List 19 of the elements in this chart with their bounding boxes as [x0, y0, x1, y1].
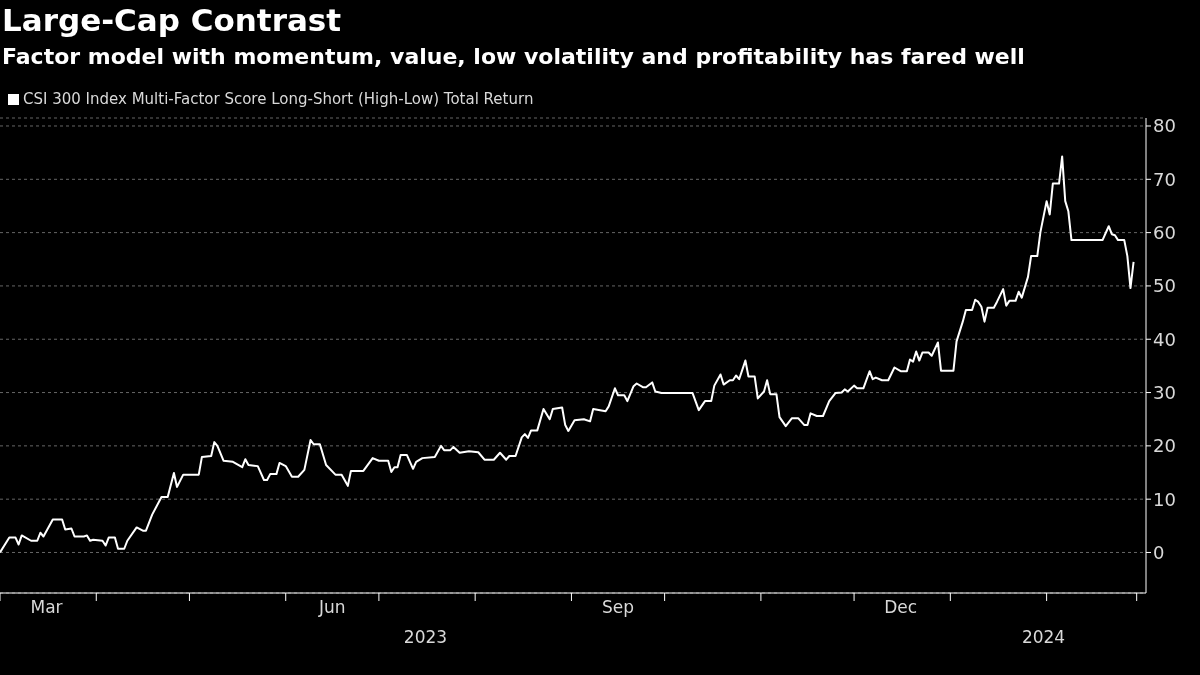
y-tick-label: 80 [1153, 115, 1176, 137]
y-tick-label: 70 [1153, 168, 1176, 190]
x2-tick-label: 2024 [1021, 627, 1066, 648]
y-tick-label: 0 [1153, 541, 1165, 563]
y-tick-label: 20 [1153, 435, 1176, 457]
y-tick-label: 40 [1153, 328, 1176, 350]
x2-tick-label: 2023 [403, 627, 448, 648]
x-tick-label: Mar [30, 597, 63, 617]
y-tick-label: 60 [1153, 222, 1176, 244]
x-tick-label: Sep [602, 597, 635, 617]
legend-label: CSI 300 Index Multi-Factor Score Long-Short (High-Low) Total Return [23, 90, 534, 108]
chart-title: Large-Cap Contrast [2, 2, 342, 38]
line-series [0, 155, 1135, 554]
y-tick-label: 30 [1153, 381, 1176, 403]
chart-subtitle: Factor model with momentum, value, low volatility and profitability has fared well [2, 44, 1025, 69]
x-tick-label: Dec [884, 597, 918, 617]
y-tick-label: 50 [1153, 275, 1176, 297]
y-tick-label: 10 [1153, 488, 1176, 510]
x-tick-label: Jun [318, 597, 346, 617]
